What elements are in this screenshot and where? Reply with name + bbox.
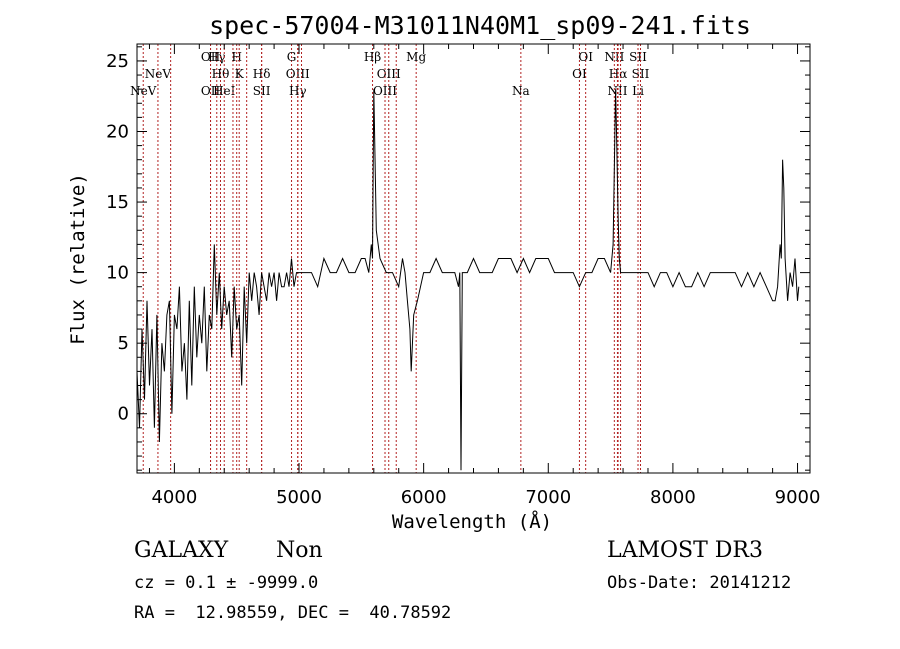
obs-date-line: Obs-Date: 20141212 (607, 573, 792, 593)
y-axis-label: Flux (relative) (67, 173, 89, 345)
marker-label-1: NeV (145, 67, 172, 81)
marker-label-26: NII (604, 50, 624, 64)
marker-label-0: NeV (130, 84, 157, 98)
y-tick-label-3: 15 (106, 192, 129, 213)
marker-label-4: OII (201, 84, 221, 98)
marker-label-27: Hα (609, 67, 628, 81)
marker-label-18: Hβ (364, 50, 381, 64)
marker-label-24: OI (572, 67, 587, 81)
marker-label-14: G (287, 50, 297, 64)
x-tick-label-0: 4000 (151, 487, 197, 508)
marker-label-22: Mg (406, 50, 426, 64)
marker-label-5: Hγ (208, 50, 226, 64)
marker-label-28: NII (607, 84, 627, 98)
spectrum-line (136, 89, 800, 471)
x-tick-label-5: 9000 (775, 487, 821, 508)
marker-label-13: SII (253, 84, 271, 98)
y-tick-label-2: 10 (106, 263, 129, 284)
x-axis-ticks: 4000 5000 6000 7000 8000 9000 (148, 44, 821, 508)
chart-title: spec-57004-M31011N40M1_sp09-241.fits (209, 11, 751, 40)
marker-label-20: OIII (373, 84, 397, 98)
redshift-line: cz = 0.1 ± -9999.0 (134, 573, 319, 593)
coordinates-line: RA = 12.98559, DEC = 40.78592 (134, 603, 452, 623)
y-tick-label-4: 20 (106, 121, 129, 142)
x-axis-label: Wavelength (Å) (392, 510, 552, 533)
x-tick-label-1: 5000 (276, 487, 322, 508)
object-subclass: Non (276, 538, 323, 563)
marker-label-25: OI (578, 50, 593, 64)
survey-name: LAMOST DR3 (607, 538, 763, 563)
x-tick-label-2: 6000 (401, 487, 447, 508)
y-tick-label-5: 25 (106, 51, 129, 72)
marker-label-31: SII (632, 67, 650, 81)
marker-label-10: K (235, 67, 245, 81)
marker-label-9: H (231, 50, 241, 64)
marker-label-19: OIII (377, 67, 401, 81)
marker-label-23: Na (512, 84, 530, 98)
y-axis-ticks: 0 5 10 15 20 25 (106, 46, 810, 471)
object-class: GALAXY (134, 538, 229, 563)
y-tick-label-0: 0 (118, 404, 129, 425)
marker-label-32: Li (632, 84, 644, 98)
x-tick-label-4: 8000 (650, 487, 696, 508)
marker-label-16: Hγ (289, 84, 307, 98)
x-tick-label-3: 7000 (525, 487, 571, 508)
marker-label-7: HeI (213, 84, 236, 98)
marker-label-6: Hθ (212, 67, 230, 81)
y-tick-label-1: 5 (118, 333, 129, 354)
